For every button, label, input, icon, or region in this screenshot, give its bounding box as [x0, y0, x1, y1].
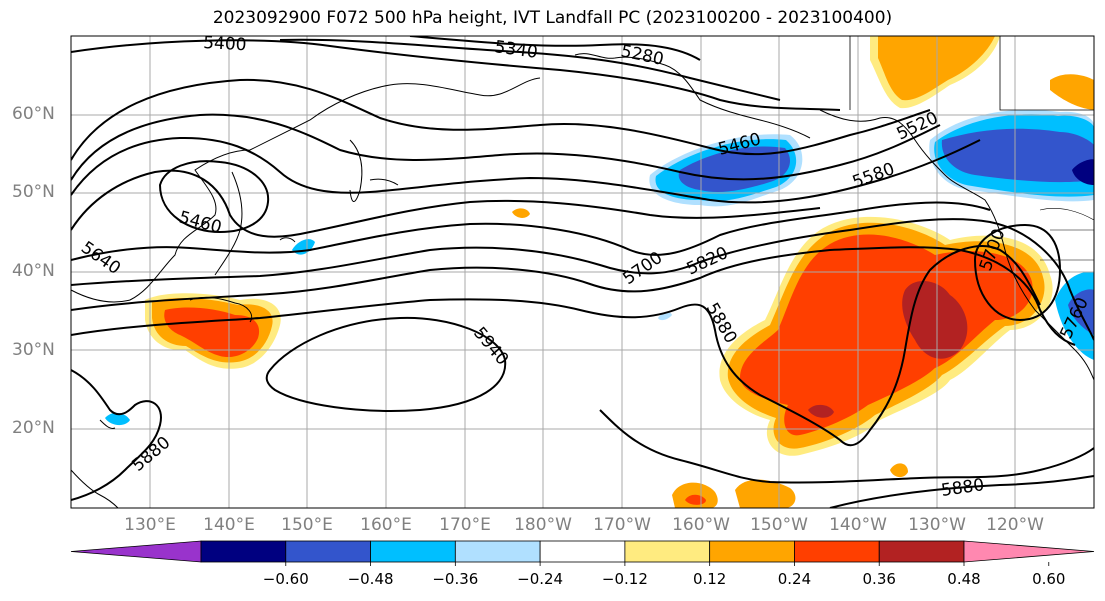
ivt-region-canada-orange: [1050, 74, 1094, 110]
colorbar-segment: [794, 540, 880, 563]
ivt-region-small-3: [735, 479, 796, 508]
lon-label: 130°W: [908, 515, 966, 535]
lon-label: 170°W: [593, 515, 651, 535]
colorbar-tick-label: 0.12: [692, 570, 727, 588]
contour-5880: [71, 245, 1041, 447]
colorbar-tick-label: −0.24: [517, 570, 564, 588]
map-frame: [70, 35, 1095, 509]
contour-5880-west: [71, 369, 162, 501]
contour-5760: [71, 218, 1094, 341]
graticule: [71, 36, 1094, 508]
colorbar-extension-high: [963, 540, 1095, 563]
lon-label: 160°E: [360, 515, 412, 535]
colorbar-tick-label: −0.36: [432, 570, 479, 588]
colorbar-tick-label: 0.48: [947, 570, 981, 588]
lon-label: 170°E: [439, 515, 491, 535]
colorbar-segment: [454, 540, 541, 563]
ivt-region-small-blue-2: [105, 412, 130, 426]
colorbar-segment: [539, 540, 626, 563]
lon-label: 160°W: [672, 515, 730, 535]
colorbar-segment: [624, 540, 711, 563]
ivt-region-small-4: [890, 463, 908, 478]
colorbar-segment: [709, 540, 795, 563]
colorbar-tick-label: 0.24: [777, 570, 812, 588]
colorbar: [70, 540, 1095, 566]
contour-5640: [71, 169, 821, 238]
contour-5460-ring: [158, 160, 270, 234]
contour-5880-east: [599, 409, 1094, 484]
contour-5280: [409, 36, 701, 61]
colorbar-tick-label: −0.60: [262, 570, 309, 588]
ivt-region-small-blue-3: [658, 312, 672, 321]
contour-5400: [71, 39, 841, 111]
ivt-region-ne-pacific-darkred-2: [808, 404, 834, 418]
ivt-region-ne-pacific-darkred: [902, 280, 968, 359]
contour-5340: [279, 38, 781, 101]
lat-label: 60°N: [12, 104, 55, 124]
ivt-region-small-1: [512, 208, 530, 218]
contour-5880-ring-east: [973, 223, 1062, 322]
lat-label: 40°N: [12, 261, 55, 281]
colorbar-segment: [285, 540, 371, 563]
colorbar-tick-label: 0.36: [862, 570, 896, 588]
contour-5940: [265, 316, 507, 412]
ivt-region-bc-blue: [941, 128, 1094, 183]
lon-label: 150°E: [281, 515, 333, 535]
map-title: 2023092900 F072 500 hPa height, IVT Land…: [212, 8, 893, 28]
contour-5460: [71, 78, 931, 161]
map-plot-area: 5400 5340 5280 5460 5460 5520 5580 5640 …: [71, 33, 1094, 508]
contour-5820: [71, 246, 1076, 346]
lon-label: 130°E: [124, 515, 176, 535]
lon-label: 140°E: [203, 515, 255, 535]
contour-5700: [71, 201, 991, 261]
ivt-region-ne-pacific-red: [740, 234, 1033, 436]
contour-5820-se: [829, 475, 1094, 508]
contour-label: 5400: [203, 33, 247, 55]
ivt-region-gulf-alaska-blue: [678, 146, 790, 193]
colorbar-segment: [200, 540, 287, 563]
colorbar-extension-low: [70, 540, 202, 563]
contour-5520: [71, 113, 941, 181]
colorbar-tick-label: 0.60: [1032, 570, 1066, 588]
colorbar-tick-label: −0.48: [347, 570, 394, 588]
colorbar-tick-label: −0.12: [601, 570, 648, 588]
lat-label: 50°N: [12, 182, 55, 202]
contour-5580: [71, 136, 981, 204]
lon-label: 150°W: [750, 515, 808, 535]
lat-label: 30°N: [12, 340, 55, 360]
lat-label: 20°N: [12, 418, 55, 438]
lon-label: 180°W: [514, 515, 572, 535]
height-contours: [71, 36, 1094, 508]
lon-label: 140°W: [829, 515, 887, 535]
colorbar-segment: [370, 540, 456, 563]
ivt-region-bc-navy: [1072, 159, 1094, 185]
colorbar-segment: [878, 540, 965, 563]
lon-label: 120°W: [986, 515, 1044, 535]
